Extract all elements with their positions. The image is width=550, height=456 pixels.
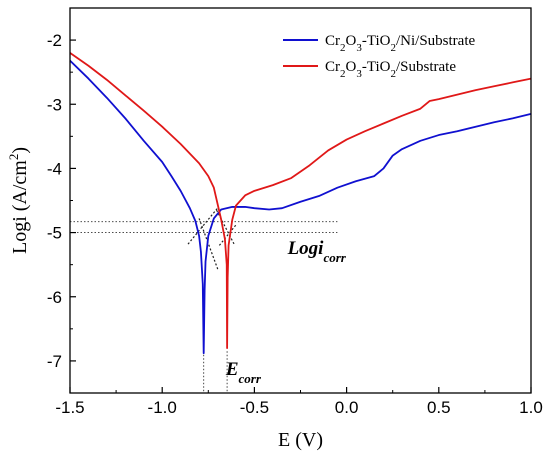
y-tick-label: -3 xyxy=(47,95,62,114)
legend-entry: Cr2O3-TiO2/Ni/Substrate xyxy=(325,33,475,54)
series-line-1 xyxy=(70,61,531,354)
annotation-logi_corr: Logicorr xyxy=(287,238,347,265)
x-tick-label: -1.0 xyxy=(148,398,177,417)
x-tick-label: 0.5 xyxy=(427,398,451,417)
series-line-2 xyxy=(70,53,531,348)
series-layer xyxy=(70,53,531,353)
x-tick-label: -1.5 xyxy=(55,398,84,417)
y-axis-label: Logi (A/cm2) xyxy=(6,147,31,254)
x-tick-label: 1.0 xyxy=(519,398,543,417)
axis-ticks: -1.5 -1.0 -0.5 0.0 0.5 1.0 -2 -3 -4 -5 -6 -7 xyxy=(47,8,543,417)
annotations: Logicorr Ecorr xyxy=(225,238,347,386)
x-tick-label: 0.0 xyxy=(335,398,359,417)
y-tick-label: -2 xyxy=(47,31,62,50)
y-tick-label: -7 xyxy=(47,352,62,371)
legend: Cr2O3-TiO2/Ni/Substrate Cr2O3-TiO2/Substr… xyxy=(283,33,475,80)
y-tick-label: -4 xyxy=(47,159,62,178)
y-tick-label: -5 xyxy=(47,224,62,243)
x-axis-label: E (V) xyxy=(278,429,323,451)
legend-entry: Cr2O3-TiO2/Substrate xyxy=(325,59,456,80)
x-tick-label: -0.5 xyxy=(240,398,269,417)
annotation-e_corr: Ecorr xyxy=(225,359,262,386)
y-tick-label: -6 xyxy=(47,288,62,307)
